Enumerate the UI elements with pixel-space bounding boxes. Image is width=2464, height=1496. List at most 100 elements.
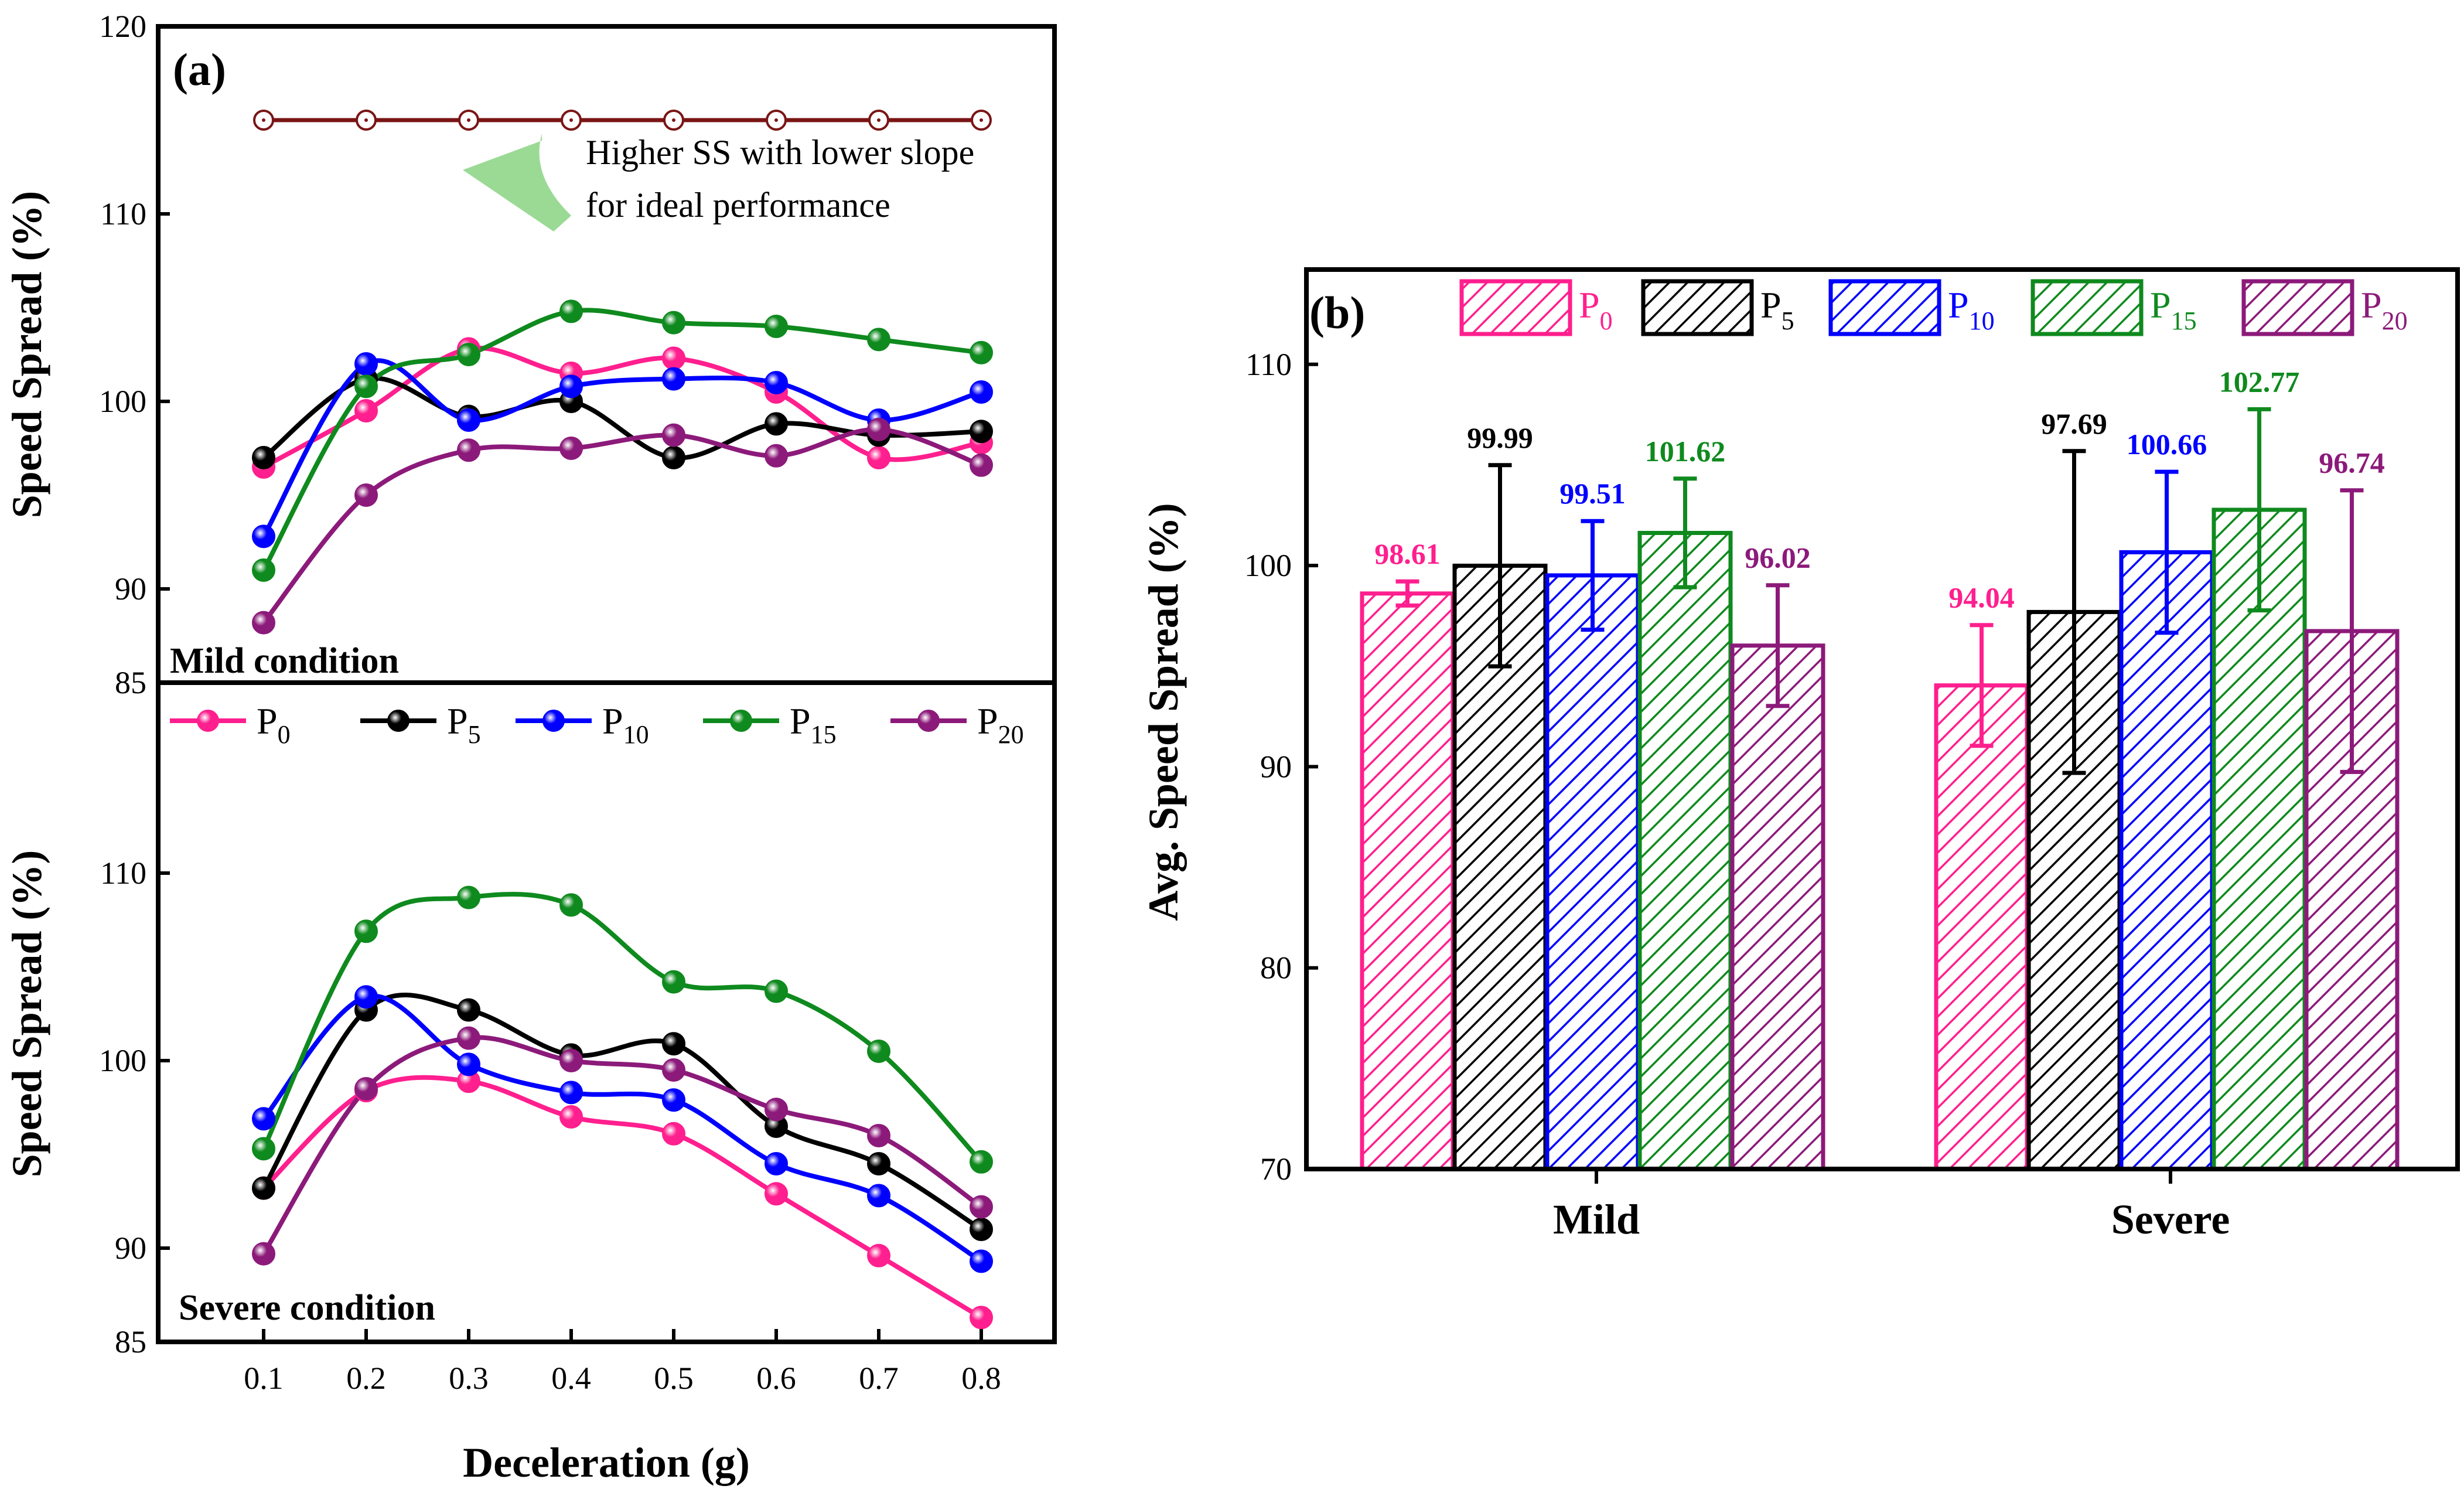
mild-point-P20-2 [457, 438, 480, 462]
deceleration-x-axis-ticks: 0.1 0.2 0.3 0.4 0.5 0.6 0.7 0.8 [244, 1329, 1001, 1396]
value-label-Mild-P15: 101.62 [1645, 435, 1726, 468]
severe-point-P20-2 [457, 1026, 480, 1050]
legend-marker-P15 [730, 710, 752, 732]
mild-y-axis-ticks: 85 90 100 110 120 [99, 9, 170, 700]
panel-b-frame [1304, 267, 2460, 1171]
severe-point-P10-3 [559, 1081, 583, 1105]
severe-point-P5-6 [867, 1152, 890, 1175]
mild-y-tick-label: 120 [99, 9, 146, 44]
legend-label-P10: P10 [1948, 284, 1995, 335]
mild-point-P10-1 [354, 352, 378, 376]
bar-y-tick-label: 110 [1245, 347, 1292, 382]
panel-b-bar-chart: 98.61 99.99 99.51 101.62 96.02 94.04 97.69 100.… [1140, 267, 2460, 1243]
mild-point-P15-1 [354, 374, 378, 398]
mild-point-P5-4 [662, 446, 685, 469]
severe-condition-label: Severe condition [179, 1288, 435, 1328]
bar-y-tick-label: 90 [1260, 749, 1292, 784]
legend-base: P [790, 700, 811, 742]
bar-series [1360, 507, 2400, 1171]
severe-point-P15-4 [662, 970, 685, 994]
legend-subscript: 20 [2382, 306, 2408, 335]
legend-swatch-P15 [2030, 279, 2144, 336]
mild-point-P20-4 [662, 423, 685, 447]
bar-y-tick-label: 100 [1244, 548, 1292, 583]
value-label-Severe-P5: 97.69 [2041, 407, 2107, 440]
x-tick-label: 0.1 [244, 1361, 284, 1396]
severe-point-P10-4 [662, 1088, 685, 1112]
legend-label-P20: P20 [977, 700, 1024, 749]
error-bars [1395, 407, 2364, 775]
legend-base: P [977, 700, 998, 742]
severe-point-P15-6 [867, 1040, 890, 1063]
severe-point-P0-4 [662, 1122, 685, 1146]
severe-point-P15-2 [457, 885, 480, 909]
annotation-line-1: Higher SS with lower slope [586, 133, 974, 172]
legend-base: P [447, 700, 468, 742]
severe-point-P15-7 [970, 1150, 993, 1174]
x-tick-label: 0.7 [859, 1361, 899, 1396]
panel-b-legend: P0 P5 P10 P15 P20 [1459, 279, 2408, 336]
mild-point-P10-0 [252, 524, 275, 548]
mild-point-P15-5 [765, 315, 788, 338]
legend-label-P20: P20 [2361, 284, 2408, 335]
severe-series-markers [252, 885, 993, 1330]
legend-base: P [1579, 284, 1600, 326]
legend-subscript: 5 [1782, 306, 1794, 335]
ideal-point-dot-4 [672, 118, 675, 122]
mild-point-P0-4 [662, 346, 685, 370]
ideal-point-dot-0 [262, 118, 265, 122]
severe-point-P0-5 [765, 1182, 788, 1206]
severe-point-P10-6 [867, 1184, 890, 1208]
legend-subscript: 10 [1969, 306, 1995, 335]
mild-point-P10-7 [970, 380, 993, 404]
mild-y-tick-label: 100 [99, 384, 146, 419]
mild-point-P0-1 [354, 399, 378, 422]
panel-a-label: (a) [173, 44, 226, 95]
mild-point-P20-3 [559, 437, 583, 460]
legend-swatch-P5 [1641, 279, 1754, 336]
severe-point-P10-7 [970, 1249, 993, 1273]
legend-marker-P0 [197, 710, 219, 732]
mild-point-P20-0 [252, 611, 275, 635]
ideal-point-dot-5 [774, 118, 778, 122]
bar-Mild-P20 [1730, 643, 1825, 1171]
value-label-Mild-P5: 99.99 [1467, 421, 1533, 454]
legend-subscript: 10 [623, 720, 649, 749]
mild-point-P5-7 [970, 420, 993, 444]
value-label-Severe-P20: 96.74 [2319, 447, 2385, 479]
severe-y-axis-title: Speed Spread (%) [4, 850, 50, 1178]
condition-categories: Mild Severe [1553, 1169, 2230, 1243]
panel-a-bottom-frame [156, 680, 1057, 1344]
severe-point-P20-6 [867, 1124, 890, 1147]
severe-y-tick-label: 110 [100, 856, 146, 891]
legend-label-P15: P15 [790, 700, 837, 749]
annotation-line-2: for ideal performance [586, 186, 890, 224]
mild-point-P15-0 [252, 558, 275, 582]
x-tick-label: 0.2 [346, 1361, 386, 1396]
value-label-Severe-P0: 94.04 [1948, 581, 2015, 614]
severe-point-P15-3 [559, 893, 583, 917]
improvement-arrow-icon [463, 134, 571, 231]
bar-Mild-P15 [1637, 530, 1733, 1171]
legend-subscript: 0 [1600, 306, 1613, 335]
mild-point-P10-2 [457, 408, 480, 432]
bar-y-tick-label: 70 [1260, 1151, 1292, 1187]
category-label-mild: Mild [1553, 1196, 1640, 1243]
x-tick-label: 0.3 [449, 1361, 489, 1396]
mild-point-P10-3 [559, 374, 583, 398]
severe-point-P0-7 [970, 1306, 993, 1330]
mild-point-P5-5 [765, 412, 788, 436]
legend-subscript: 5 [468, 720, 481, 749]
mild-point-P15-7 [970, 340, 993, 364]
severe-point-P5-0 [252, 1176, 275, 1200]
severe-point-P20-4 [662, 1058, 685, 1082]
severe-point-P15-5 [765, 979, 788, 1003]
bar-Severe-P10 [2119, 550, 2214, 1171]
bar-Mild-P10 [1545, 573, 1640, 1171]
value-label-Mild-P10: 99.51 [1559, 477, 1626, 510]
mild-point-P15-4 [662, 311, 685, 335]
x-axis-title: Deceleration (g) [463, 1439, 750, 1486]
bar-y-tick-label: 80 [1260, 950, 1292, 986]
severe-point-P10-2 [457, 1052, 480, 1076]
